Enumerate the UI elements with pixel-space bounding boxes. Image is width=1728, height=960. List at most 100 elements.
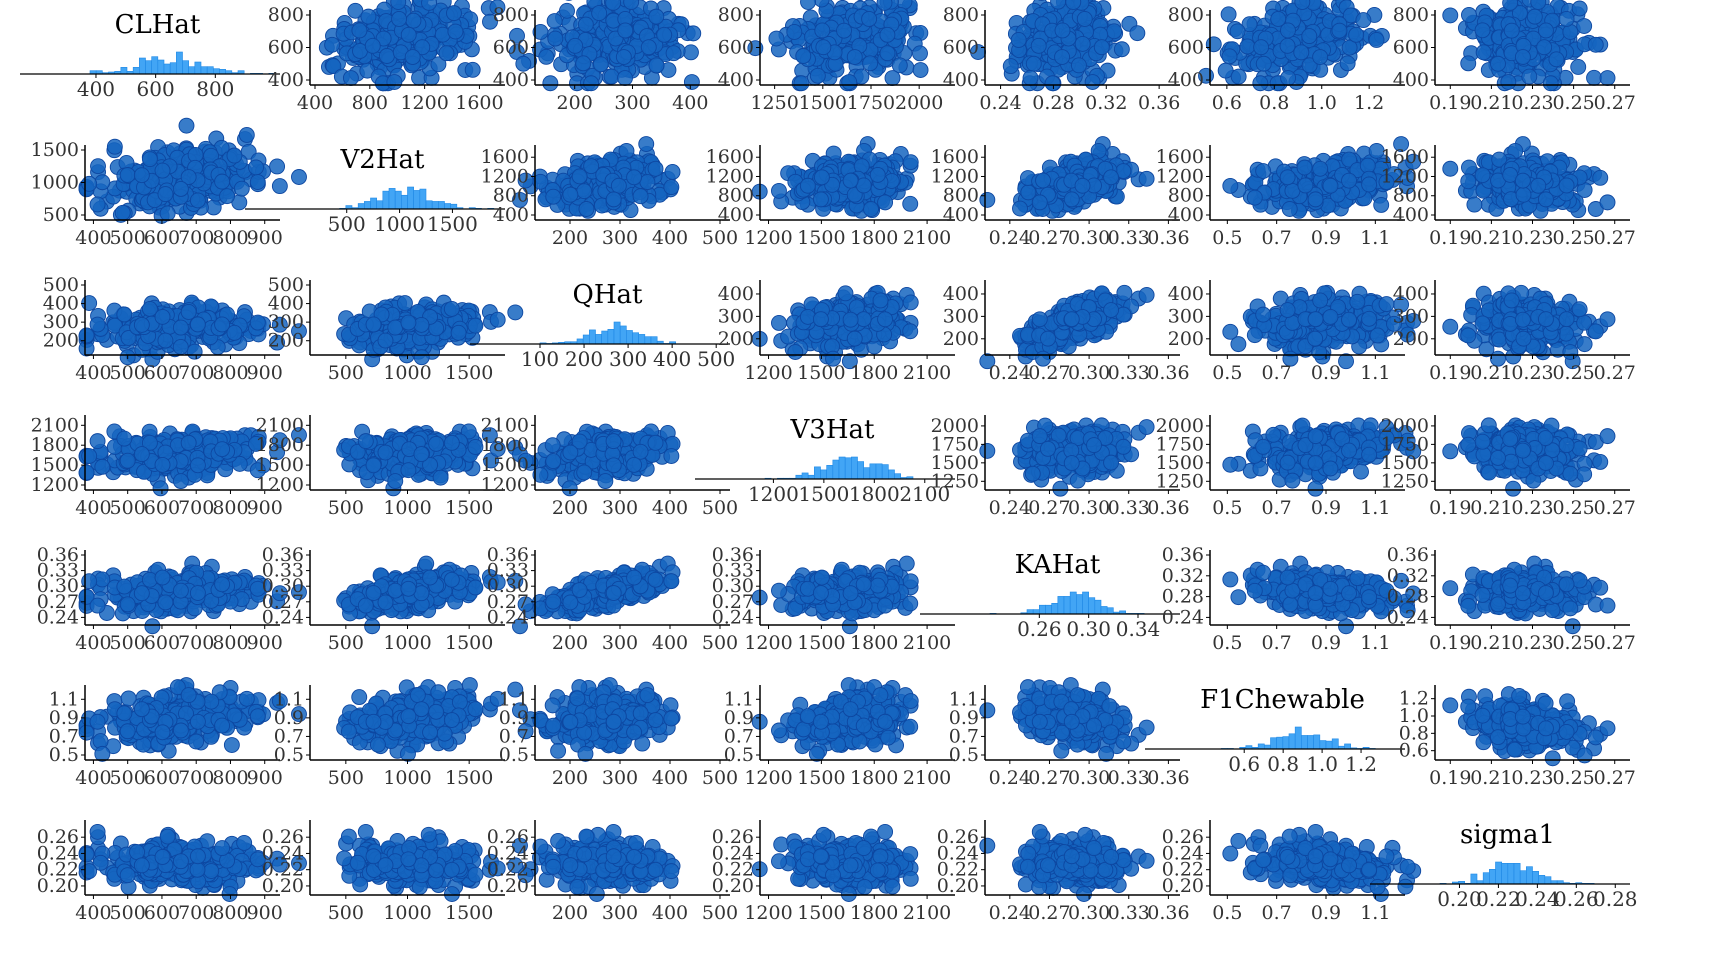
- x-tick-label: 400: [672, 92, 708, 114]
- scatter-point: [795, 48, 812, 64]
- scatter-point: [1521, 68, 1538, 85]
- scatter-point: [1252, 75, 1269, 92]
- x-tick-label: 1.2: [1354, 92, 1384, 114]
- scatter-point: [233, 180, 250, 197]
- scatter-point: [547, 30, 564, 47]
- scatter-point: [1054, 49, 1071, 65]
- scatter-point: [1221, 48, 1238, 65]
- scatter-point: [1074, 177, 1091, 194]
- histogram-bar: [607, 329, 615, 345]
- scatter-point: [1106, 23, 1123, 40]
- scatter-point: [1503, 22, 1520, 39]
- scatter-point: [665, 45, 682, 62]
- histogram-bar: [206, 66, 214, 75]
- scatter-point: [509, 27, 525, 44]
- scatter-point: [685, 25, 702, 42]
- histogram-bar: [576, 338, 584, 345]
- scatter-point: [1280, 70, 1297, 86]
- scatter-point: [771, 314, 787, 331]
- x-tick-label: 0.23: [1511, 227, 1553, 249]
- histogram-bar: [632, 332, 639, 345]
- histogram-bar: [582, 334, 590, 345]
- scatter-point: [575, 55, 592, 72]
- x-tick-label: 0.36: [1138, 92, 1180, 114]
- scatter-point: [1542, 75, 1559, 92]
- scatter-point: [912, 62, 929, 79]
- scatter-point: [768, 30, 785, 47]
- scatter-point: [421, 0, 437, 11]
- scatter-point: [1502, 0, 1519, 11]
- scatter-point: [1138, 170, 1155, 187]
- scatter-point: [1599, 194, 1616, 211]
- scatter-point: [378, 48, 395, 64]
- histogram-bar: [376, 200, 384, 210]
- scatter-point: [1281, 201, 1298, 217]
- histogram-bar: [169, 62, 177, 75]
- x-tick-label: 1250: [750, 92, 798, 114]
- x-tick-label: 800: [352, 92, 388, 114]
- y-tick-label: 800: [1393, 4, 1429, 26]
- scatter-point: [1093, 39, 1110, 56]
- histogram-bar: [601, 330, 609, 345]
- scatter-point: [799, 308, 816, 325]
- scatter-point: [812, 311, 829, 328]
- scatter-point: [538, 48, 555, 65]
- scatter-point: [248, 159, 264, 176]
- scatter-point: [1022, 70, 1039, 86]
- x-tick-label: 600: [144, 227, 180, 249]
- scatter-point: [567, 37, 584, 54]
- scatter-point: [1280, 22, 1296, 39]
- y-tick-label: 800: [718, 4, 754, 26]
- scatter-point: [446, 5, 462, 22]
- variable-title: CLHat: [115, 10, 201, 40]
- x-tick-label: 200: [552, 227, 588, 249]
- scatter-point: [799, 177, 816, 194]
- x-tick-label: 400: [297, 92, 333, 114]
- scatter-point: [106, 138, 123, 155]
- x-tick-label: 400: [75, 362, 111, 384]
- scatter-point: [862, 55, 879, 72]
- scatter-point: [154, 162, 171, 179]
- scatter-point: [842, 311, 859, 328]
- scatter-point: [610, 177, 627, 194]
- histogram-bar: [176, 51, 183, 75]
- histogram-bar: [589, 329, 596, 345]
- histogram-bar: [188, 66, 196, 75]
- x-tick-label: 0.24: [989, 227, 1031, 249]
- scatter-point: [404, 49, 421, 65]
- scatter-point: [869, 166, 886, 183]
- histogram-bar: [626, 330, 633, 345]
- scatter-point: [615, 49, 632, 65]
- y-tick-label: 200: [718, 328, 754, 350]
- scatter-point: [81, 295, 98, 312]
- scatter-point: [1490, 55, 1506, 72]
- x-tick-label: 2000: [895, 92, 943, 114]
- scatter-point: [1361, 176, 1378, 193]
- scatter-point: [180, 304, 197, 320]
- scatter-point: [884, 70, 901, 86]
- scatter-point: [172, 319, 189, 336]
- scatter-point: [1461, 7, 1477, 23]
- scatter-point: [1368, 32, 1385, 48]
- y-tick-label: 1600: [931, 146, 979, 168]
- scatter-point: [133, 316, 150, 333]
- scatter-point: [482, 13, 498, 30]
- scatter-point: [617, 70, 633, 86]
- y-tick-label: 600: [718, 37, 754, 59]
- scatter-point: [450, 324, 467, 341]
- scatter-point: [1548, 51, 1565, 68]
- histogram-bar: [595, 334, 602, 345]
- scatter-point: [443, 300, 460, 317]
- y-tick-label: 1200: [931, 165, 979, 187]
- scatter-point: [1296, 159, 1313, 176]
- scatter-point: [632, 188, 649, 205]
- scatter-point: [1474, 167, 1491, 184]
- x-tick-label: 500: [702, 227, 738, 249]
- histogram-bar: [163, 63, 171, 75]
- x-tick-label: 400: [652, 227, 688, 249]
- scatter-point: [157, 186, 174, 203]
- scatter-point: [377, 332, 394, 349]
- x-tick-label: 1500: [427, 212, 478, 236]
- scatter-point: [648, 57, 665, 74]
